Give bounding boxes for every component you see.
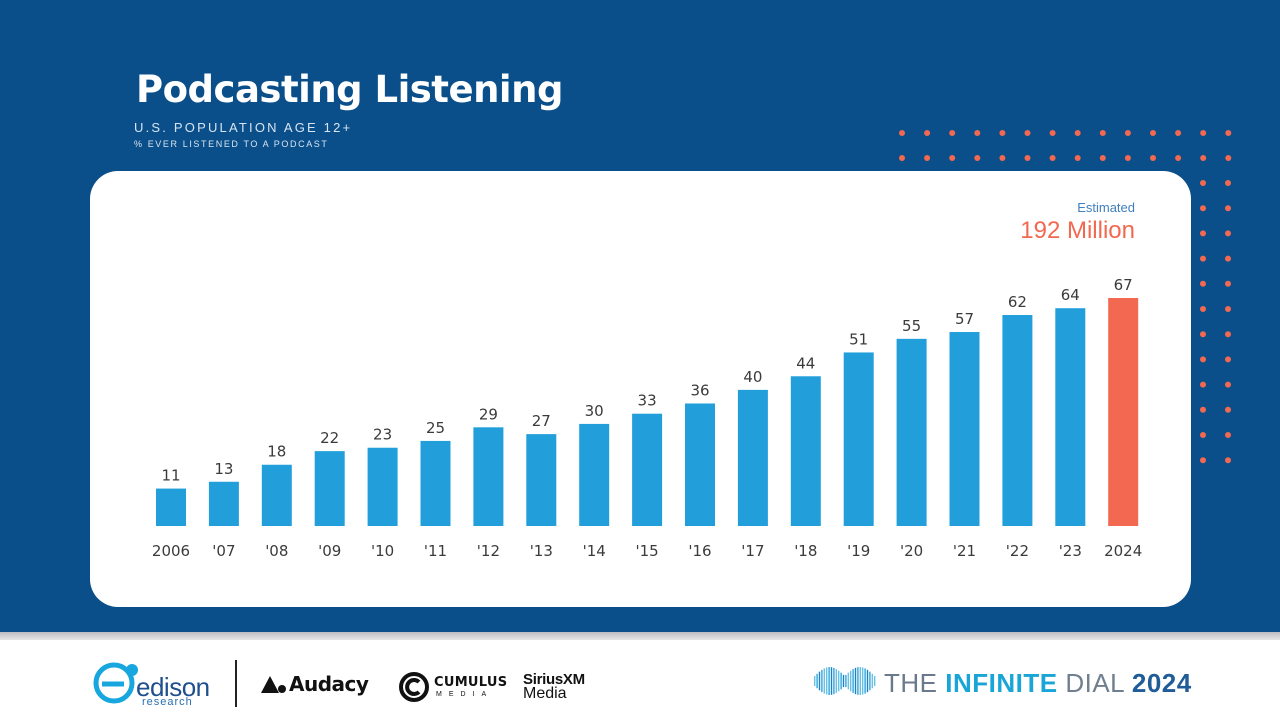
bar xyxy=(526,434,557,526)
x-tick-label: '13 xyxy=(530,542,553,560)
siriusxm-logo-sub: Media xyxy=(523,685,567,702)
x-tick-label: 2006 xyxy=(152,542,190,560)
bar xyxy=(420,440,451,526)
bar xyxy=(579,423,610,526)
x-tick-label: '15 xyxy=(635,542,658,560)
chart-card: Estimated 192 Million 11 2006 13 '07 18 '08 22… xyxy=(90,171,1191,607)
x-tick-label: '08 xyxy=(265,542,288,560)
x-tick-label: '16 xyxy=(688,542,711,560)
bar xyxy=(790,376,821,526)
bar xyxy=(632,413,663,526)
page-title: Podcasting Listening xyxy=(136,68,563,111)
x-tick-label: '14 xyxy=(583,542,606,560)
audacy-logo-icon xyxy=(261,676,286,693)
cumulus-logo-icon xyxy=(399,672,429,702)
data-label: 55 xyxy=(902,317,921,335)
x-tick-label: 2024 xyxy=(1104,542,1142,560)
data-label: 44 xyxy=(796,354,815,372)
x-tick-label: '17 xyxy=(741,542,764,560)
data-label: 13 xyxy=(214,460,233,478)
data-label: 67 xyxy=(1114,276,1133,294)
data-label: 36 xyxy=(690,381,709,399)
data-label: 27 xyxy=(532,412,551,430)
cumulus-logo-sub: MEDIA xyxy=(436,691,494,698)
x-tick-label: '21 xyxy=(953,542,976,560)
x-tick-label: '07 xyxy=(212,542,235,560)
logo-separator xyxy=(235,660,237,707)
bar xyxy=(367,447,398,526)
x-tick-label: '23 xyxy=(1059,542,1082,560)
x-tick-label: '10 xyxy=(371,542,394,560)
edison-logo-name: edison xyxy=(136,672,210,702)
bar-chart: 11 2006 13 '07 18 '08 22 '09 23 '10 25 '11 29 '12 27 '1… xyxy=(152,276,1142,560)
data-label: 18 xyxy=(267,443,286,461)
data-label: 62 xyxy=(1008,293,1027,311)
data-label: 33 xyxy=(638,392,657,410)
x-tick-label: '18 xyxy=(794,542,817,560)
audacy-logo-name: Audacy xyxy=(289,672,369,696)
bar xyxy=(1108,298,1139,526)
data-label: 40 xyxy=(743,368,762,386)
infinite-dial-logo-text: THE INFINITE DIAL 2024 xyxy=(884,668,1192,699)
x-tick-label: '12 xyxy=(477,542,500,560)
infinite-dial-logo-icon xyxy=(814,667,876,695)
estimate-value: 192 Million xyxy=(1020,217,1135,244)
data-label: 57 xyxy=(955,310,974,328)
x-tick-label: '11 xyxy=(424,542,447,560)
bar xyxy=(314,451,345,526)
bar xyxy=(473,427,504,526)
bar xyxy=(896,338,927,526)
decorative-dot-grid xyxy=(899,130,1232,464)
bar xyxy=(737,389,768,526)
x-tick-label: '09 xyxy=(318,542,341,560)
bar xyxy=(1002,315,1033,526)
x-tick-label: '20 xyxy=(900,542,923,560)
data-label: 22 xyxy=(320,429,339,447)
data-label: 23 xyxy=(373,426,392,444)
dial-strong: INFINITE xyxy=(945,668,1058,698)
data-label: 51 xyxy=(849,330,868,348)
subtitle-secondary: % EVER LISTENED TO A PODCAST xyxy=(134,139,329,149)
bar xyxy=(1055,308,1086,526)
estimate-label: Estimated xyxy=(1077,200,1135,215)
x-tick-label: '19 xyxy=(847,542,870,560)
edison-logo-sub: research xyxy=(142,696,193,708)
footer-divider xyxy=(0,632,1280,640)
data-label: 25 xyxy=(426,419,445,437)
dial-light: DIAL xyxy=(1065,668,1125,698)
bar xyxy=(949,332,980,526)
siriusxm-logo-name: SiriusXM xyxy=(523,671,585,688)
bar xyxy=(261,464,292,526)
dial-prefix: THE xyxy=(884,668,938,698)
bar xyxy=(156,488,186,526)
data-label: 11 xyxy=(161,467,180,485)
bar xyxy=(208,481,239,526)
bar xyxy=(685,403,715,526)
edison-logo-icon xyxy=(93,662,138,704)
data-label: 29 xyxy=(479,405,498,423)
subtitle: U.S. POPULATION AGE 12+ xyxy=(134,120,353,135)
cumulus-logo-name: CUMULUS xyxy=(434,675,508,690)
data-label: 64 xyxy=(1061,286,1080,304)
footer xyxy=(0,640,1280,720)
bar xyxy=(843,352,874,526)
dial-year: 2024 xyxy=(1131,668,1192,698)
x-tick-label: '22 xyxy=(1006,542,1029,560)
data-label: 30 xyxy=(585,402,604,420)
